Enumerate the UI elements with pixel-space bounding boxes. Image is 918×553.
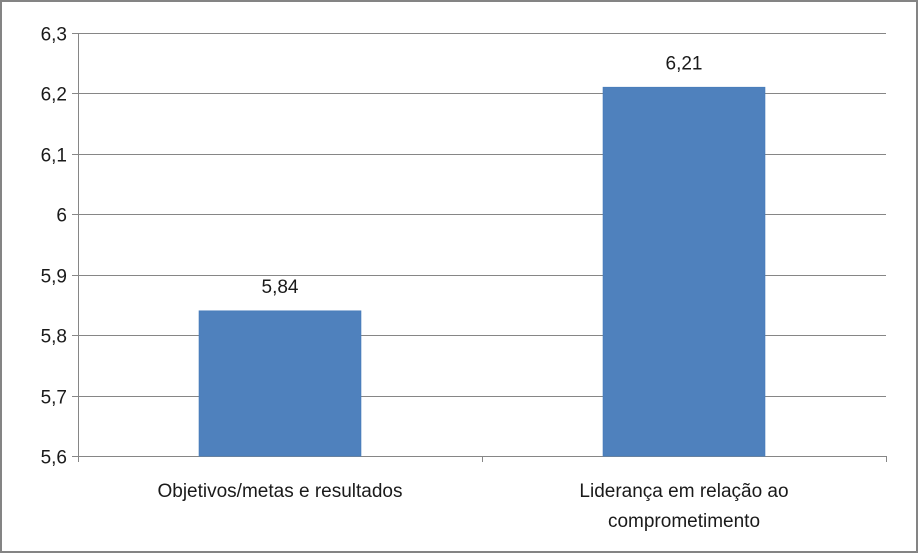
data-labels: 5,84 6,21 xyxy=(262,53,703,298)
x-category-label: Objetivos/metas e resultados xyxy=(157,481,402,502)
x-category-label: Liderança em relação ao xyxy=(579,481,788,502)
y-tick-label: 5,7 xyxy=(41,388,67,409)
x-axis-category-labels: Objetivos/metas e resultados Liderança em… xyxy=(157,481,788,532)
x-category-label: comprometimento xyxy=(608,511,760,532)
y-tick-label: 5,9 xyxy=(41,267,67,288)
bar xyxy=(198,310,362,457)
y-tick-label: 5,8 xyxy=(41,327,67,348)
data-label: 6,21 xyxy=(666,53,703,74)
y-tick-label: 5,6 xyxy=(41,448,67,469)
y-axis-tick-labels: 5,6 5,7 5,8 5,9 6 6,1 6,2 6,3 xyxy=(41,25,67,469)
y-tick-label: 6,1 xyxy=(41,146,67,167)
data-label: 5,84 xyxy=(262,277,299,298)
y-tick-label: 6 xyxy=(56,206,67,227)
bars xyxy=(198,86,766,457)
y-tick-label: 6,2 xyxy=(41,85,67,106)
bar xyxy=(602,86,766,457)
y-tick-label: 6,3 xyxy=(41,25,67,46)
